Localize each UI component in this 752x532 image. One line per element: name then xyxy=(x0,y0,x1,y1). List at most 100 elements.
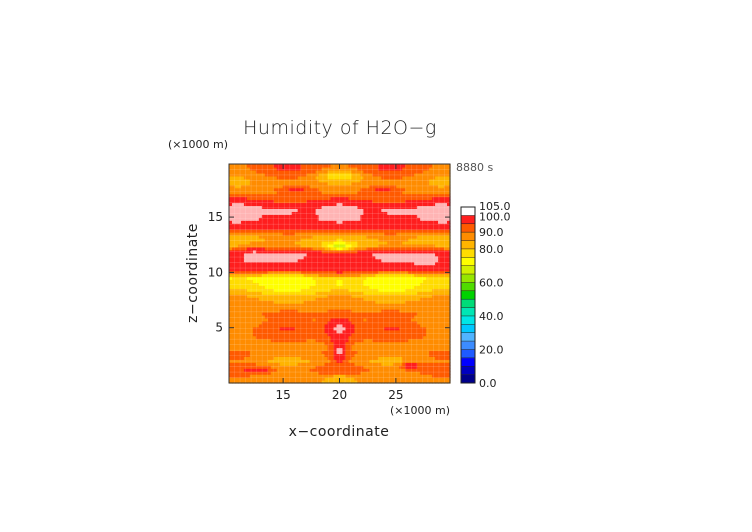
field-cell xyxy=(315,184,320,189)
field-cell xyxy=(249,235,254,239)
field-cell xyxy=(330,232,335,236)
field-cell xyxy=(270,311,275,316)
field-cell xyxy=(321,311,326,316)
field-cell xyxy=(426,297,430,301)
field-cell xyxy=(336,329,341,334)
field-cell xyxy=(300,341,305,346)
field-cell xyxy=(285,291,290,295)
field-cell xyxy=(309,235,314,239)
field-cell xyxy=(447,344,451,349)
field-cell xyxy=(414,232,418,236)
field-cell xyxy=(309,279,314,283)
field-cell xyxy=(282,240,287,245)
field-cell xyxy=(252,223,257,227)
field-cell xyxy=(414,235,418,239)
field-cell xyxy=(312,341,317,346)
field-cell xyxy=(411,359,415,363)
field-cell xyxy=(306,311,311,316)
field-cell xyxy=(318,255,323,260)
field-cell xyxy=(345,362,350,366)
field-cell xyxy=(387,255,391,260)
field-cell xyxy=(426,279,430,283)
field-cell xyxy=(229,240,233,245)
field-cell xyxy=(321,317,326,322)
field-cell xyxy=(399,326,403,331)
field-cell xyxy=(360,350,364,355)
field-cell xyxy=(243,187,248,192)
field-cell xyxy=(381,252,385,257)
field-cell xyxy=(342,229,347,233)
field-cell xyxy=(396,353,400,357)
field-cell xyxy=(240,371,245,375)
field-cell xyxy=(255,309,260,313)
field-cell xyxy=(429,377,433,381)
field-cell xyxy=(390,232,394,236)
field-cell xyxy=(447,249,451,254)
field-cell xyxy=(387,350,391,355)
field-cell xyxy=(240,362,245,366)
field-cell xyxy=(264,311,269,316)
field-cell xyxy=(297,344,302,349)
field-cell xyxy=(354,365,359,369)
field-cell xyxy=(264,270,269,275)
field-cell xyxy=(315,380,320,384)
field-cell xyxy=(351,303,356,307)
field-cell xyxy=(444,326,448,331)
field-cell xyxy=(264,243,269,248)
field-cell xyxy=(381,347,385,352)
field-cell xyxy=(297,279,302,283)
field-cell xyxy=(408,273,412,278)
field-cell xyxy=(231,338,236,343)
field-cell xyxy=(237,246,242,251)
field-cell xyxy=(240,335,245,340)
field-cell xyxy=(396,232,400,236)
field-cell xyxy=(402,237,406,242)
field-cell xyxy=(321,235,326,239)
field-cell xyxy=(411,220,415,224)
field-cell xyxy=(426,237,430,242)
field-cell xyxy=(246,344,251,349)
field-cell xyxy=(390,362,394,366)
field-cell xyxy=(330,237,335,242)
field-cell xyxy=(360,374,364,378)
field-cell xyxy=(348,362,353,366)
field-cell xyxy=(234,332,239,337)
field-cell xyxy=(447,311,451,316)
field-cell xyxy=(444,193,448,198)
field-cell xyxy=(324,359,329,363)
field-cell xyxy=(336,356,341,360)
field-cell xyxy=(276,341,281,346)
field-cell xyxy=(372,187,376,192)
field-cell xyxy=(255,264,260,269)
field-cell xyxy=(303,258,308,263)
field-cell xyxy=(315,237,320,242)
field-cell xyxy=(417,282,421,286)
field-cell xyxy=(294,220,299,224)
field-cell xyxy=(369,309,373,313)
field-cell xyxy=(303,261,308,266)
field-cell xyxy=(324,285,329,289)
field-cell xyxy=(417,353,421,357)
field-cell xyxy=(375,208,379,212)
field-cell xyxy=(405,217,409,221)
field-cell xyxy=(315,350,320,355)
field-cell xyxy=(420,356,424,360)
field-cell xyxy=(285,261,290,266)
field-cell xyxy=(429,187,433,192)
field-cell xyxy=(345,380,350,384)
field-cell xyxy=(363,243,367,248)
field-cell xyxy=(447,229,451,233)
field-cell xyxy=(363,371,367,375)
field-cell xyxy=(441,338,445,343)
field-cell xyxy=(249,205,254,209)
field-cell xyxy=(327,279,332,283)
field-cell xyxy=(447,264,451,269)
field-cell xyxy=(360,311,364,316)
field-cell xyxy=(414,362,418,366)
field-cell xyxy=(229,217,233,221)
field-cell xyxy=(354,359,359,363)
field-cell xyxy=(402,282,406,286)
field-cell xyxy=(375,320,379,325)
field-cell xyxy=(375,246,379,251)
field-cell xyxy=(351,291,356,295)
